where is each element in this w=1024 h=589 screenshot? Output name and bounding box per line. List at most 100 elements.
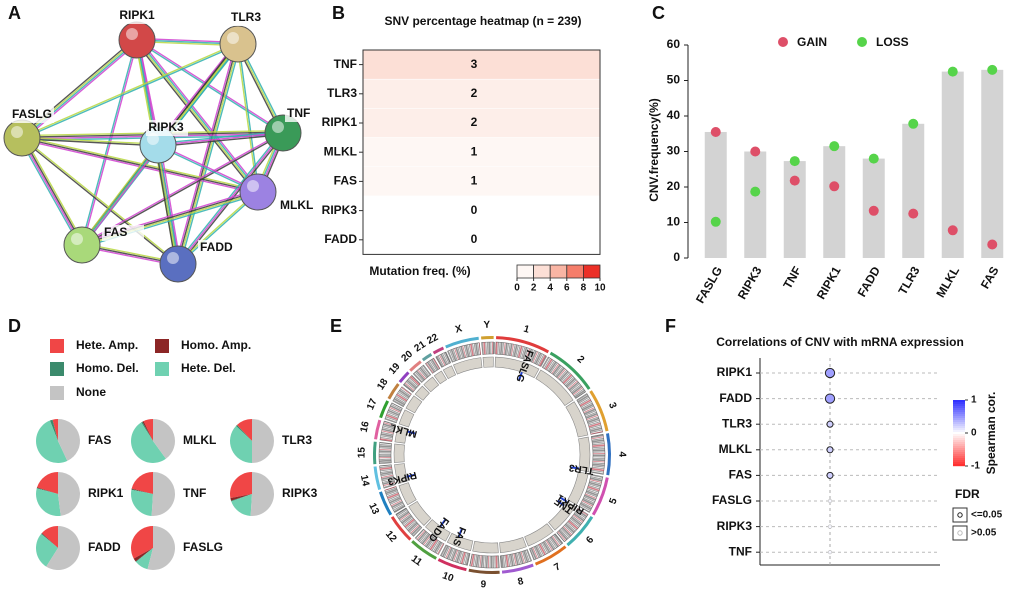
chromosome-band [387, 383, 400, 400]
node-shine [227, 32, 239, 44]
panel-letter: A [8, 3, 21, 23]
node-shine [126, 28, 138, 40]
ideogram-stripe [519, 346, 524, 359]
chromosome-band [398, 371, 410, 384]
row-label: FAS [334, 174, 357, 188]
cell-label: 2 [471, 86, 478, 100]
dot [710, 216, 721, 227]
ideogram-stripe [592, 444, 605, 447]
legend-label: Hete. Amp. [76, 338, 138, 352]
ideogram-stripe [580, 401, 592, 408]
ideogram-stripe [582, 403, 594, 411]
ideogram-stripe [579, 504, 591, 511]
ideogram-stripe [592, 443, 605, 446]
ideogram-stripe [379, 445, 392, 448]
colorbar-tick-label: 6 [564, 283, 570, 294]
chromosome-band [432, 346, 445, 355]
chromosome-band [481, 336, 494, 340]
colorbar-cell [953, 452, 965, 455]
pie-label: RIPK1 [88, 486, 124, 500]
node-shine [247, 180, 259, 192]
edge [23, 41, 140, 141]
ideogram-stripe [551, 535, 560, 546]
pie-slice [235, 424, 252, 441]
ideogram-stripe [395, 395, 407, 403]
colorbar-cell [953, 462, 965, 465]
cell-label: 3 [471, 57, 478, 71]
chromosome-label: 7 [552, 561, 563, 574]
node-label: MLKL [280, 198, 313, 212]
colorbar-cell [953, 416, 965, 419]
ideogram-stripe [459, 551, 464, 564]
ideogram-stripe [590, 477, 603, 482]
ideogram-stripe [563, 526, 573, 536]
ideogram-stripe [499, 555, 502, 568]
ideogram-stripe [507, 343, 511, 356]
ideogram-stripe [526, 549, 532, 562]
ideogram-stripe [392, 399, 404, 407]
ideogram-stripe [592, 441, 605, 444]
ideogram-stripe [439, 354, 446, 366]
ideogram-stripe [379, 443, 392, 446]
ideogram-stripe [435, 356, 444, 368]
node-label: TNF [287, 106, 310, 120]
legend-label: None [76, 385, 106, 399]
ideogram-stripe [590, 474, 603, 478]
ideogram-stripe [396, 509, 408, 517]
ideogram-stripe [537, 544, 544, 556]
chromosome-band [589, 390, 609, 432]
ideogram-stripe [570, 516, 582, 526]
chromosome-band [534, 545, 567, 566]
ideogram-stripe [385, 488, 398, 495]
ideogram-stripe [551, 363, 560, 374]
ideogram-stripe [475, 554, 480, 568]
dot [824, 393, 836, 404]
ideogram-stripe [398, 511, 410, 520]
ideogram-stripe [397, 510, 409, 518]
ideogram-stripe [553, 533, 563, 545]
colorbar-cell [953, 412, 965, 415]
ideogram-stripe [502, 555, 506, 568]
node-shine [11, 126, 23, 138]
ideogram-stripe [485, 342, 487, 355]
pie-slice [131, 489, 153, 494]
ideogram-stripe [473, 343, 477, 356]
colorbar-cell [549, 264, 568, 279]
ideogram-stripe [408, 378, 418, 388]
ideogram-stripe [394, 396, 406, 404]
x-tick-label: MLKL [933, 264, 962, 300]
dot [826, 420, 834, 428]
ideogram-stripe [379, 464, 392, 467]
ideogram-stripe [425, 536, 434, 548]
chromosome-inner [494, 356, 540, 379]
ideogram-stripe [572, 387, 583, 396]
pie-slice [230, 472, 252, 499]
cell-label: 1 [471, 174, 478, 188]
node [3, 119, 41, 157]
ideogram-stripe [454, 348, 459, 360]
pie-label: FASLG [183, 540, 223, 554]
colorbar-cell [953, 424, 965, 427]
pie-slice [36, 487, 58, 494]
edge [157, 130, 283, 145]
chromosome-label: 22 [425, 332, 440, 347]
edge [135, 40, 258, 193]
ideogram-stripe [425, 362, 434, 374]
legend-label: Homo. Del. [76, 361, 139, 375]
ideogram-stripe [388, 494, 400, 501]
ideogram-stripe [399, 513, 410, 521]
ideogram-stripe [413, 373, 423, 383]
chromosome-inner [499, 537, 527, 553]
ideogram-stripe [537, 354, 545, 366]
ideogram-stripe [383, 482, 395, 487]
ideogram-stripe [379, 461, 392, 464]
colorbar-label: Mutation freq. (%) [369, 264, 470, 278]
ideogram-stripe [589, 424, 602, 429]
ideogram-stripe [381, 432, 394, 436]
colorbar-cell [953, 440, 965, 443]
panel-letter: B [332, 3, 345, 23]
chromosome-band [445, 336, 479, 349]
edge [137, 38, 284, 133]
ideogram-stripe [544, 540, 552, 552]
